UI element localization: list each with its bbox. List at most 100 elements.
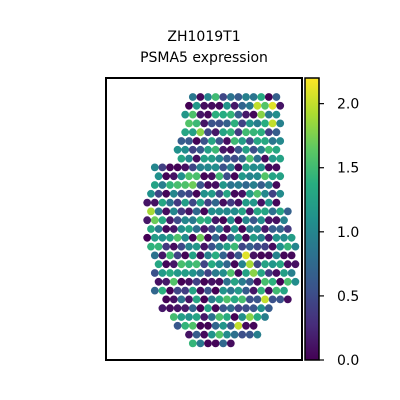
expression-spot (192, 189, 201, 198)
expression-spot (196, 233, 205, 242)
expression-spot (226, 93, 235, 101)
expression-spot (230, 242, 239, 251)
expression-spot (242, 163, 250, 172)
expression-spot (196, 110, 205, 119)
expression-spot (230, 119, 239, 128)
expression-spot (166, 198, 174, 207)
expression-spot (147, 189, 155, 198)
expression-spot (219, 251, 228, 260)
expression-spot (249, 145, 258, 154)
expression-spot (249, 181, 258, 189)
expression-spot (185, 313, 193, 321)
expression-spot (169, 189, 178, 198)
expression-spot (264, 163, 273, 172)
expression-spot (188, 321, 197, 330)
expression-spot (264, 145, 273, 154)
expression-spot (276, 172, 285, 181)
expression-spot (173, 216, 182, 225)
expression-spot (249, 286, 258, 295)
expression-spot (207, 295, 216, 304)
expression-spot (200, 242, 209, 251)
expression-spot (200, 260, 209, 269)
expression-spot (272, 110, 281, 119)
expression-spot (219, 233, 228, 242)
expression-spot (150, 198, 159, 207)
expression-spot (268, 119, 277, 128)
expression-spot (173, 269, 182, 277)
expression-spot (181, 321, 190, 330)
expression-spot (177, 189, 186, 198)
expression-spot (215, 154, 224, 163)
expression-spot (238, 189, 247, 198)
expression-spot (234, 145, 243, 154)
expression-spot (162, 242, 171, 251)
expression-spot (287, 269, 296, 277)
colorbar-tick-label: 1.5 (337, 161, 359, 177)
expression-spot (234, 251, 243, 260)
expression-spot (268, 242, 277, 251)
expression-spot (249, 251, 258, 260)
expression-spot (150, 181, 159, 189)
expression-spot (245, 207, 254, 216)
expression-spot (261, 277, 269, 286)
expression-spot (215, 207, 224, 216)
expression-spot (272, 216, 281, 225)
expression-spot (181, 286, 190, 295)
expression-spot (185, 277, 193, 286)
expression-spot (245, 277, 254, 286)
expression-spot (264, 110, 273, 119)
expression-spot (276, 137, 285, 145)
expression-spot (204, 286, 212, 295)
expression-spot (283, 260, 292, 269)
expression-spot (207, 277, 216, 286)
expression-spot (226, 269, 235, 277)
expression-spot (261, 154, 269, 163)
expression-spot (276, 119, 285, 128)
expression-spot (272, 181, 281, 189)
expression-spot (245, 101, 254, 110)
expression-spot (242, 198, 250, 207)
expression-spot (150, 269, 159, 277)
expression-spot (253, 225, 262, 233)
expression-spot (226, 181, 235, 189)
expression-spot (196, 251, 205, 260)
expression-spot (207, 137, 216, 145)
expression-spot (177, 277, 186, 286)
expression-spot (268, 137, 277, 145)
expression-spot (249, 216, 258, 225)
expression-spot (226, 163, 235, 172)
expression-spot (158, 286, 167, 295)
expression-spot (188, 216, 197, 225)
expression-spot (291, 242, 300, 251)
expression-spot (257, 181, 266, 189)
expression-spot (211, 145, 220, 154)
expression-spot (211, 286, 220, 295)
expression-spot (219, 198, 228, 207)
expression-spot (177, 172, 186, 181)
expression-spot (188, 198, 197, 207)
expression-spot (192, 313, 201, 321)
expression-spot (253, 207, 262, 216)
expression-spot (223, 189, 231, 198)
expression-spot (242, 93, 250, 101)
expression-spot (166, 216, 174, 225)
expression-spot (223, 277, 231, 286)
expression-spot (230, 277, 239, 286)
expression-spot (158, 216, 167, 225)
expression-spot (268, 189, 277, 198)
colorbar-tick-label: 0.5 (337, 289, 359, 305)
expression-spot (200, 295, 209, 304)
expression-spot (253, 313, 262, 321)
expression-spot (162, 189, 171, 198)
expression-spot (283, 225, 292, 233)
expression-spot (215, 172, 224, 181)
expression-spot (272, 198, 281, 207)
expression-spot (242, 128, 250, 137)
expression-spot (169, 242, 178, 251)
expression-spot (238, 119, 247, 128)
expression-spot (234, 269, 243, 277)
expression-spot (230, 189, 239, 198)
expression-spot (188, 128, 197, 137)
expression-spot (253, 295, 262, 304)
expression-spot (215, 277, 224, 286)
